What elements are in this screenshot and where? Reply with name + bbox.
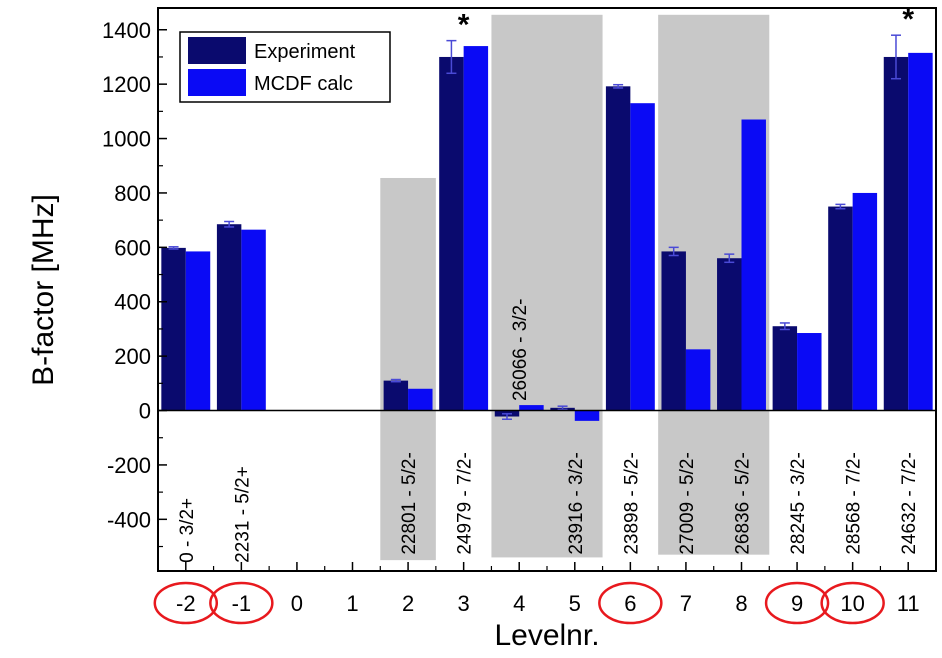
bar-experiment-level-3 bbox=[439, 56, 464, 411]
x-tick-label--2: -2 bbox=[176, 591, 196, 616]
y-tick-label-1000: 1000 bbox=[102, 127, 151, 152]
x-tick-label-1: 1 bbox=[346, 591, 358, 616]
bar-mcdf-level-6 bbox=[630, 103, 655, 411]
bar-experiment-level--1 bbox=[216, 224, 242, 411]
legend-label-calc: MCDF calc bbox=[254, 73, 353, 95]
legend-label-experiment: Experiment bbox=[254, 41, 356, 63]
bar-mcdf-level--1 bbox=[241, 229, 266, 411]
circle-marker-level--1 bbox=[209, 581, 274, 625]
bar-mcdf-level-9 bbox=[797, 333, 822, 411]
error-bars bbox=[168, 34, 901, 420]
level-label-4: 26066 - 3/2- bbox=[510, 299, 531, 401]
x-tick-label-6: 6 bbox=[624, 591, 636, 616]
level-label-8: 26836 - 5/2- bbox=[733, 452, 754, 554]
x-tick-label-3: 3 bbox=[458, 591, 470, 616]
x-tick-label-0: 0 bbox=[291, 591, 303, 616]
asterisk-annotation-11: * bbox=[902, 3, 914, 36]
bar-experiment-level--2 bbox=[161, 247, 186, 411]
bar-experiment-level-6 bbox=[605, 86, 631, 411]
level-label-10: 28568 - 7/2- bbox=[844, 452, 865, 554]
level-label-7: 27009 - 5/2- bbox=[677, 452, 698, 554]
bar-experiment-level-9 bbox=[772, 326, 798, 411]
asterisk-annotation-3: * bbox=[458, 9, 470, 42]
x-tick-label-10: 10 bbox=[840, 591, 864, 616]
x-tick-label-9: 9 bbox=[791, 591, 803, 616]
bar-experiment-level-2 bbox=[383, 380, 409, 411]
legend: Experiment MCDF calc bbox=[179, 31, 391, 103]
level-label-2: 22801 - 5/2- bbox=[399, 452, 420, 554]
x-tick-label-5: 5 bbox=[569, 591, 581, 616]
circle-marker-level-6 bbox=[598, 581, 663, 625]
y-tick-label-400: 400 bbox=[114, 290, 151, 315]
y-tick-label-600: 600 bbox=[114, 235, 151, 260]
circle-marker-level--2 bbox=[153, 581, 219, 625]
x-tick-label-11: 11 bbox=[897, 591, 920, 616]
bar-mcdf-level-7 bbox=[685, 349, 711, 411]
x-tick-label--1: -1 bbox=[232, 591, 252, 616]
bar-mcdf-level-2 bbox=[408, 388, 433, 411]
y-tick-label--400: -400 bbox=[107, 507, 151, 532]
bar-mcdf-level-5 bbox=[574, 410, 600, 421]
y-tick-label-1400: 1400 bbox=[102, 18, 151, 43]
bar-experiment-level-10 bbox=[828, 206, 853, 411]
y-axis-title: B-factor [MHz] bbox=[27, 194, 60, 386]
bars bbox=[161, 46, 933, 421]
level-label-9: 28245 - 3/2- bbox=[788, 452, 809, 554]
bar-mcdf-level-8 bbox=[741, 119, 766, 411]
level-label-11: 24632 - 7/2- bbox=[899, 452, 920, 554]
bar-mcdf-level-3 bbox=[463, 46, 489, 411]
shaded-region-1 bbox=[491, 14, 603, 558]
y-tick-label-0: 0 bbox=[139, 399, 151, 424]
y-tick-label--200: -200 bbox=[107, 453, 151, 478]
x-tick-label-4: 4 bbox=[513, 591, 525, 616]
bar-experiment-level-7 bbox=[661, 251, 686, 411]
shaded-region-0 bbox=[380, 177, 436, 561]
x-axis-title: Levelnr. bbox=[494, 619, 599, 652]
legend-swatch-experiment bbox=[188, 37, 246, 64]
legend-swatch-calc bbox=[188, 69, 246, 96]
bar-mcdf-level--2 bbox=[185, 251, 211, 411]
level-label--2: 0 - 3/2+ bbox=[177, 498, 198, 563]
y-tick-label-1200: 1200 bbox=[102, 72, 151, 97]
axes: -400 -200 0 200 400 600 800 1000 1200 1400 -2 -1 0 1 2… bbox=[102, 7, 937, 625]
level-labels: 0 - 3/2+ 2231 - 5/2+ 22801 - 5/2- 24979 - 7… bbox=[177, 3, 920, 563]
bar-experiment-level-11 bbox=[883, 56, 909, 411]
x-tick-label-8: 8 bbox=[735, 591, 747, 616]
circle-marker-level-10 bbox=[820, 581, 885, 625]
level-label-3: 24979 - 7/2- bbox=[455, 452, 476, 554]
bar-experiment-level-8 bbox=[717, 258, 742, 411]
bar-mcdf-level-4 bbox=[519, 405, 544, 411]
x-tick-label-2: 2 bbox=[402, 591, 414, 616]
level-label--1: 2231 - 5/2+ bbox=[232, 466, 253, 563]
y-tick-label-800: 800 bbox=[114, 181, 151, 206]
x-tick-label-7: 7 bbox=[680, 591, 692, 616]
circle-marker-level-9 bbox=[764, 581, 830, 625]
y-tick-label-200: 200 bbox=[114, 344, 151, 369]
bar-mcdf-level-11 bbox=[908, 52, 933, 411]
bar-mcdf-level-10 bbox=[852, 192, 878, 411]
level-label-5: 23916 - 3/2- bbox=[566, 452, 587, 554]
level-label-6: 23898 - 5/2- bbox=[621, 452, 642, 554]
